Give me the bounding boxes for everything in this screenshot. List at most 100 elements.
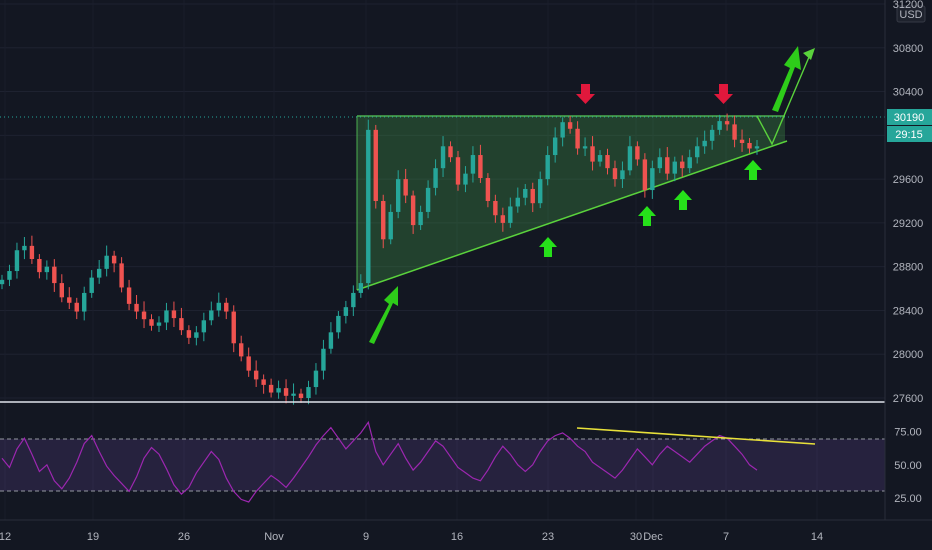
- candle-body: [67, 297, 72, 303]
- candle-body: [455, 157, 461, 185]
- candle-body: [403, 179, 408, 196]
- candle-body: [126, 287, 132, 304]
- candle-body: [171, 310, 177, 319]
- time-tick-labels: 12 19 26 Nov 9 16 23 30 Dec 7 14: [0, 531, 823, 543]
- candle-body: [545, 155, 550, 180]
- price-tick-label: 30400: [893, 87, 924, 99]
- candle-body: [29, 245, 35, 260]
- candle-body: [440, 146, 446, 169]
- candle-body: [597, 155, 603, 162]
- breakout-arrow-right: [772, 46, 801, 112]
- candle-body: [7, 271, 12, 280]
- candle-body: [351, 292, 356, 308]
- time-tick-label: 23: [542, 531, 554, 543]
- candle-body: [732, 124, 737, 140]
- resistance-touch-arrow-2: [714, 84, 733, 104]
- rsi-tick-label: 50.00: [894, 460, 922, 472]
- price-tick-label: 28000: [893, 349, 924, 361]
- projected-path: [756, 49, 813, 146]
- resistance-touch-arrow-1: [576, 84, 595, 104]
- candle-body: [627, 146, 633, 171]
- candle-body: [530, 188, 535, 204]
- candle-body: [328, 332, 334, 349]
- candle-body: [515, 197, 520, 207]
- rsi-tick-label: 25.00: [894, 493, 922, 505]
- support-line: [356, 140, 788, 291]
- currency-badge[interactable]: [896, 5, 926, 23]
- candle-body: [612, 168, 618, 180]
- candle-body: [538, 179, 543, 204]
- candle-body: [104, 255, 109, 269]
- candle-body: [201, 320, 207, 333]
- candle-body: [642, 159, 648, 191]
- candle-body: [552, 137, 558, 156]
- candle-body: [52, 266, 57, 284]
- candle-body: [605, 155, 610, 169]
- candle-body: [567, 122, 573, 129]
- time-tick-label: 9: [363, 531, 369, 543]
- candle-body: [590, 146, 595, 162]
- candle-body: [298, 393, 304, 398]
- candle-body: [268, 384, 274, 393]
- candle-body: [59, 283, 65, 298]
- candle-body: [724, 121, 730, 125]
- price-tick-label: 28800: [893, 262, 924, 274]
- candle-body: [717, 121, 722, 130]
- candle-body: [283, 388, 289, 396]
- candle-body: [343, 307, 349, 316]
- time-tick-label: 30: [630, 531, 642, 543]
- candle-body: [493, 201, 498, 216]
- candle-body: [478, 155, 483, 179]
- candle-body: [425, 187, 431, 212]
- breakout-arrow-left: [369, 286, 398, 344]
- rsi-tick-label: 75.00: [894, 427, 922, 439]
- candle-body: [44, 266, 50, 273]
- candle-body: [119, 263, 124, 288]
- candle-body: [253, 370, 259, 380]
- rsi-divergence-line: [576, 427, 816, 445]
- candle-body: [395, 179, 401, 212]
- candle-body: [747, 142, 752, 149]
- countdown-label: 29:15: [895, 129, 923, 141]
- support-touch-arrow-2: [638, 206, 656, 226]
- support-touch-arrow-4: [744, 160, 762, 180]
- candle-body: [523, 188, 528, 198]
- candle-body: [709, 129, 715, 141]
- candle-body: [216, 302, 221, 311]
- time-tick-label: 7: [723, 531, 729, 543]
- candle-body: [336, 315, 341, 333]
- candle-body: [410, 195, 416, 226]
- candle-body: [687, 157, 692, 169]
- candle-body: [276, 388, 281, 393]
- countdown-badge: [887, 126, 932, 142]
- time-tick-label: 12: [0, 531, 11, 543]
- candle-body: [388, 211, 393, 240]
- candle-body: [358, 283, 364, 293]
- time-tick-label: 16: [451, 531, 463, 543]
- candle-body: [37, 259, 42, 273]
- candle-body: [373, 129, 378, 201]
- candle-body: [620, 170, 625, 180]
- candle-body: [366, 129, 371, 284]
- last-price-label: 30190: [894, 112, 925, 124]
- candle-body: [650, 168, 655, 191]
- candle-body: [500, 215, 506, 223]
- time-tick-label: 14: [811, 531, 823, 543]
- time-tick-label: 26: [178, 531, 190, 543]
- support-touch-arrow-1: [539, 237, 557, 257]
- price-tick-label: 29200: [893, 218, 924, 230]
- rsi-tick-labels: 75.00 50.00 25.00: [894, 427, 922, 505]
- candle-body: [239, 343, 244, 357]
- candle-body: [186, 330, 192, 338]
- currency-label: USD: [899, 9, 922, 21]
- candle-body: [635, 146, 640, 160]
- candle-body: [231, 311, 236, 344]
- candle-body: [381, 201, 386, 240]
- price-tick-label: 28400: [893, 305, 924, 317]
- candle-body: [657, 157, 663, 169]
- price-tick-label: 29600: [893, 174, 924, 186]
- candle-body: [224, 302, 229, 312]
- candle-body: [179, 318, 184, 331]
- candle-body: [418, 211, 423, 226]
